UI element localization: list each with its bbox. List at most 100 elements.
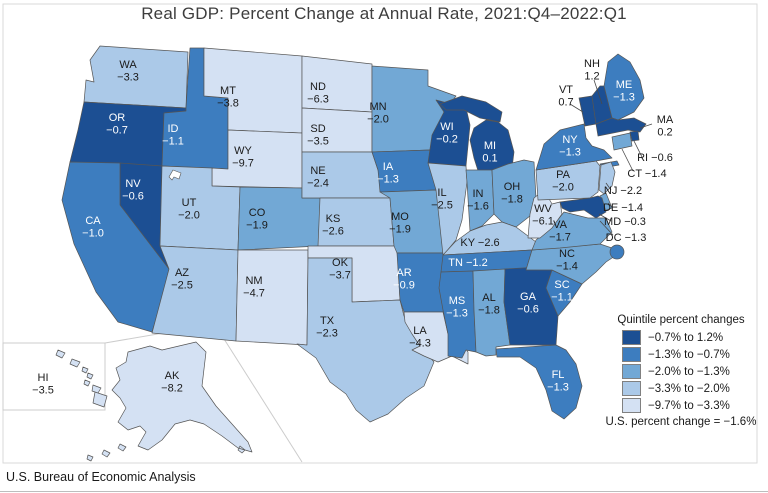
state-label-tx: TX −2.3 [316,315,338,340]
leader-line-de [607,202,613,208]
state-label-vt: VT 0.7 [558,84,573,109]
state-label-mo: MO −1.9 [389,211,411,236]
state-wa[interactable] [83,45,189,109]
leader-line-dc [599,220,614,236]
source-caption: U.S. Bureau of Economic Analysis [6,470,196,484]
legend-item-label: −9.7% to −3.3% [648,399,730,412]
state-label-sc: SC −1.1 [551,279,573,304]
great-salt-lake [168,169,182,181]
leader-line-ct [621,148,634,172]
state-label-pa: PA −2.0 [552,169,574,194]
state-label-ri: RI −0.6 [637,152,673,164]
legend-swatch-q4 [622,381,641,396]
state-label-ms: MS −1.3 [446,295,468,320]
state-label-nd: ND −6.3 [307,81,329,106]
legend-title: Quintile percent changes [617,314,745,326]
legend: Quintile percent changes −0.7% to 1.2% −… [600,314,762,428]
legend-item-label: −2.0% to −1.3% [648,365,730,378]
state-nj[interactable] [598,161,616,195]
state-label-ok: OK −3.7 [329,257,351,282]
state-label-or: OR −0.7 [106,112,128,137]
state-label-nh: NH 1.2 [584,58,600,83]
state-hi[interactable] [55,349,108,408]
state-label-ca: CA −1.0 [82,215,104,240]
leader-lines [569,79,653,236]
state-ct[interactable] [611,132,633,151]
legend-item-label: −1.3% to −0.7% [648,348,730,361]
state-label-co: CO −1.9 [246,207,268,232]
state-label-az: AZ −2.5 [171,267,193,292]
inset-divider-line-alaska [218,330,303,463]
state-az[interactable] [151,245,239,342]
legend-item-label: −3.3% to −2.0% [648,382,730,395]
legend-item-label: −0.7% to 1.2% [648,331,724,344]
state-label-sd: SD −3.5 [307,123,329,148]
state-label-va: VA −1.7 [549,219,571,244]
leader-line-nh [593,79,603,105]
state-label-la: LA −4.3 [409,325,431,350]
state-ia[interactable] [371,149,437,193]
state-label-ga: GA −0.6 [517,291,539,316]
state-ri[interactable] [629,130,640,142]
legend-item: −0.7% to 1.2% [622,330,762,345]
bottom-divider [0,491,768,492]
legend-swatch-q2 [622,347,641,362]
state-nc[interactable] [525,243,619,285]
state-label-wi: WI −0.2 [436,121,458,146]
state-label-mn: MN −2.0 [367,101,389,126]
leader-line-ri [633,140,643,158]
state-label-md: MD −0.3 [604,216,646,228]
leader-line-nj [605,182,612,191]
legend-swatch-q3 [622,364,641,379]
leader-line-vt [569,103,584,113]
legend-footnote: U.S. percent change = −1.6% [605,416,757,428]
state-fl[interactable] [495,344,583,420]
state-label-dc: DC −1.3 [606,232,647,244]
legend-swatch-q1 [622,330,641,345]
state-label-wa: WA −3.3 [117,59,139,84]
state-label-wv: WV −6.1 [532,203,554,228]
states-layer [55,45,647,462]
state-label-ar: AR −0.9 [393,267,415,292]
state-label-nm: NM −4.7 [243,275,265,300]
state-label-ct: CT −1.4 [627,168,666,180]
map-frame [2,3,758,464]
state-label-nc: NC −1.4 [556,248,578,273]
leader-line-ma [639,123,653,129]
state-label-ak: AK −8.2 [161,370,183,395]
state-label-ma: MA 0.2 [657,114,674,139]
state-label-tn: TN −1.2 [448,257,487,269]
state-ak[interactable] [86,341,253,462]
legend-swatch-q5 [622,398,641,413]
state-label-mi: MI 0.1 [482,140,497,165]
state-label-in: IN −1.6 [467,188,489,213]
leader-line-md [598,213,612,222]
state-label-de: DE −1.4 [603,202,643,214]
state-label-hi: HI −3.5 [32,372,54,397]
state-label-ky: KY −2.6 [460,237,499,249]
state-labels: WA −3.3 OR −0.7 CA −1.0 NV −0.6 ID −1.1 MT −3.… [32,58,674,397]
legend-item: −1.3% to −0.7% [622,347,762,362]
state-label-id: ID −1.1 [162,123,184,148]
state-label-mt: MT −3.8 [217,85,239,110]
state-label-wy: WY −9.7 [232,145,254,170]
state-label-nv: NV −0.6 [122,178,144,203]
hawaii-inset-box [2,342,106,411]
legend-item: −2.0% to −1.3% [622,364,762,379]
state-dc-circle[interactable] [609,244,625,260]
state-ma[interactable] [595,117,647,137]
page-title: Real GDP: Percent Change at Annual Rate,… [141,4,627,23]
legend-item: −3.3% to −2.0% [622,381,762,396]
state-label-ia: IA −1.3 [377,161,399,186]
state-label-il: IL −2.5 [431,187,453,212]
state-label-ks: KS −2.6 [322,213,344,238]
state-label-ne: NE −2.4 [307,165,329,190]
state-label-me: ME −1.3 [613,79,635,104]
state-label-nj: NJ −2.2 [604,185,642,197]
state-label-al: AL −1.8 [478,292,500,317]
state-label-ny: NY −1.3 [559,134,581,159]
state-label-ut: UT −2.0 [178,197,200,222]
state-label-fl: FL −1.3 [547,369,569,394]
